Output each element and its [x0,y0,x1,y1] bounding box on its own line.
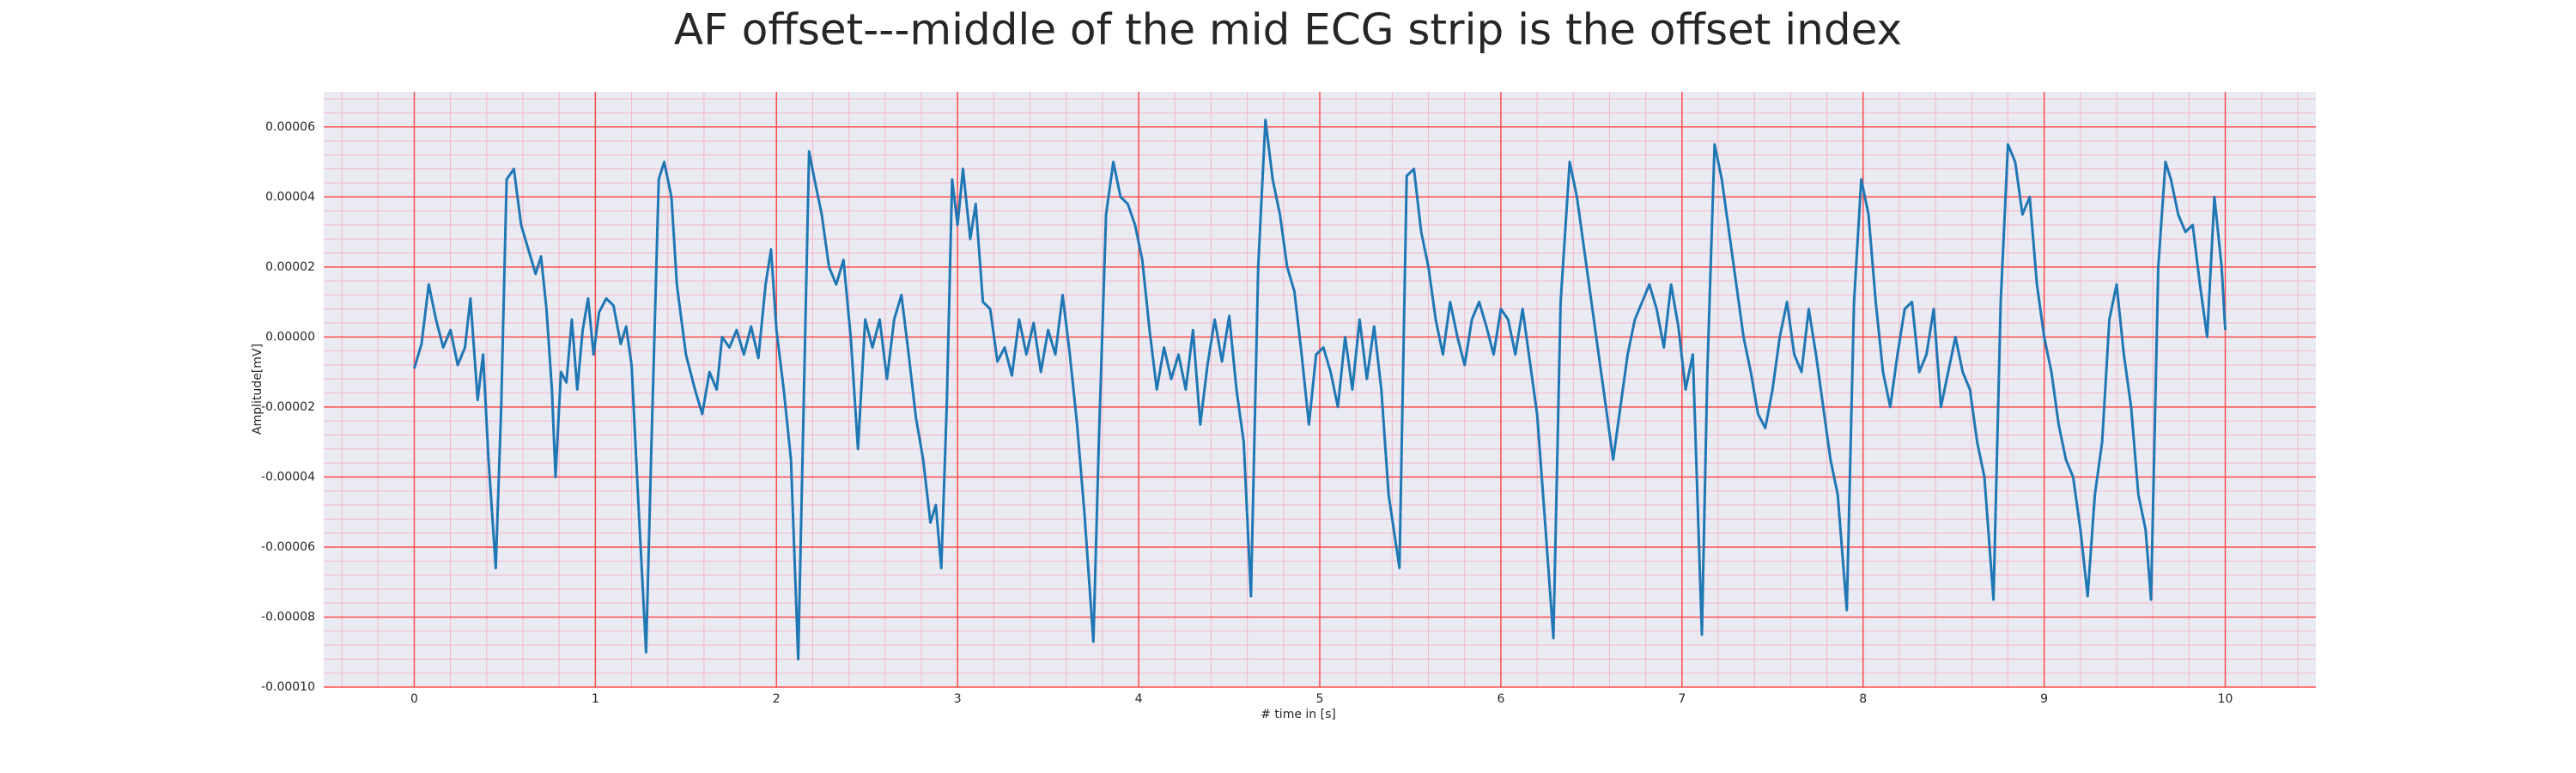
y-tick-label: -0.00008 [261,610,315,624]
x-tick-label: 2 [773,692,781,706]
y-tick-label: -0.00002 [261,400,315,414]
x-tick-label: 6 [1497,692,1504,706]
y-tick-label: -0.00010 [261,680,315,694]
x-tick-label: 8 [1859,692,1867,706]
x-axis-label: # time in [s] [1261,708,1336,721]
x-tick-label: 0 [410,692,418,706]
y-tick-label: 0.00002 [265,260,315,274]
x-tick-label: 10 [2218,692,2233,706]
y-tick-label: 0.00000 [265,330,315,344]
x-tick-label: 5 [1316,692,1324,706]
y-tick-label: 0.00004 [265,190,315,204]
chart-title: AF offset---middle of the mid ECG strip … [674,5,1902,55]
x-tick-label: 3 [954,692,962,706]
x-tick-label: 7 [1678,692,1686,706]
x-tick-label: 4 [1135,692,1143,706]
y-tick-label: -0.00004 [261,470,315,484]
y-tick-label: -0.00006 [261,540,315,554]
ecg-line [413,119,2227,660]
y-tick-label: 0.00006 [265,120,315,134]
x-tick-label: 1 [592,692,599,706]
y-axis-label: Amplitude[mV] [251,344,264,435]
x-tick-label: 9 [2040,692,2048,706]
